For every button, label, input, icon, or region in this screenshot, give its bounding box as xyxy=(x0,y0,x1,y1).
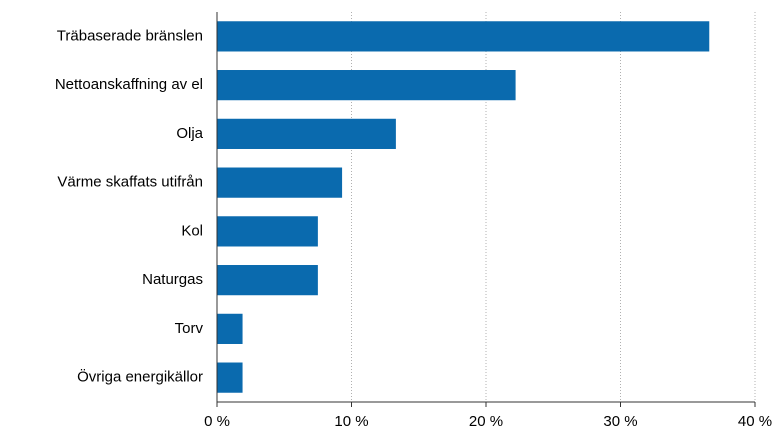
bar xyxy=(217,70,516,101)
x-tick-label: 40 % xyxy=(738,413,772,430)
bar xyxy=(217,362,243,393)
y-tick-label: Naturgas xyxy=(142,271,203,288)
y-tick-label: Nettoanskaffning av el xyxy=(55,76,203,93)
y-tick-label: Torv xyxy=(175,320,204,337)
y-tick-label: Olja xyxy=(176,125,203,142)
bar xyxy=(217,265,318,296)
x-tick-label: 0 % xyxy=(204,413,230,430)
y-tick-label: Övriga energikällor xyxy=(77,368,203,386)
y-tick-label: Värme skaffats utifrån xyxy=(57,174,203,191)
x-tick-label: 20 % xyxy=(469,413,503,430)
x-tick-label: 30 % xyxy=(603,413,637,430)
bar xyxy=(217,216,318,247)
x-tick-label: 10 % xyxy=(334,413,368,430)
bar xyxy=(217,167,343,198)
bar xyxy=(217,21,710,52)
bar xyxy=(217,118,396,149)
y-tick-label: Träbaserade bränslen xyxy=(57,27,203,44)
bar xyxy=(217,313,243,344)
y-tick-label: Kol xyxy=(181,222,203,239)
